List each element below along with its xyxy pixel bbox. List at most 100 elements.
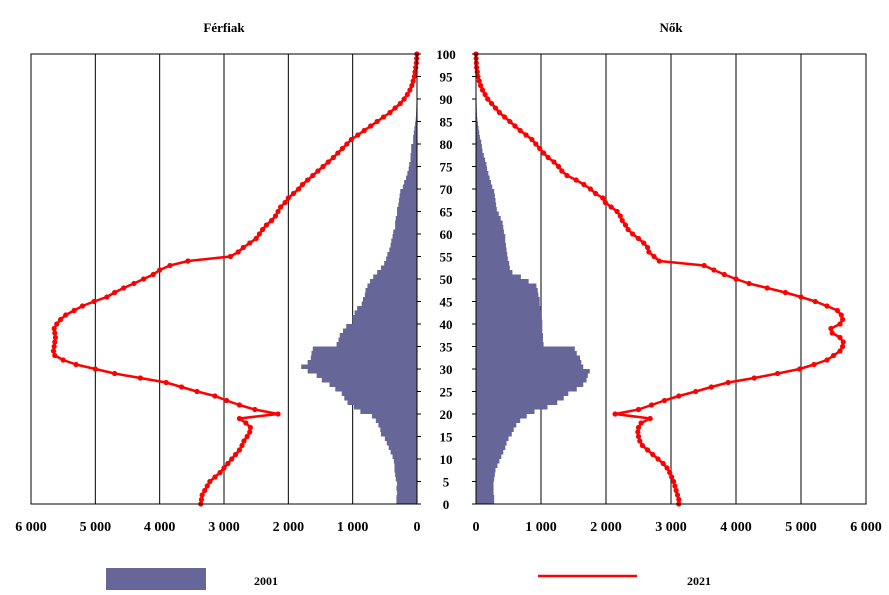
bar-male-age-41 [353, 315, 417, 320]
bar-female-age-0 [476, 500, 494, 505]
bar-male-age-58 [391, 239, 417, 244]
x-tick-label: 5 000 [80, 520, 112, 535]
age-tick-label: 70 [440, 182, 453, 197]
point-2021-female-age-49 [746, 281, 751, 286]
point-2021-male-age-97 [413, 65, 418, 70]
point-2021-female-age-13 [640, 443, 645, 448]
point-2021-male-age-19 [237, 416, 242, 421]
point-2021-male-age-22 [237, 402, 242, 407]
bar-male-age-51 [377, 270, 417, 275]
point-2021-female-age-17 [636, 425, 641, 430]
bar-female-age-34 [476, 347, 575, 352]
bar-female-age-75 [476, 162, 486, 167]
bar-male-age-50 [373, 275, 417, 280]
bar-female-age-60 [476, 230, 504, 235]
point-2021-female-age-30 [797, 366, 802, 371]
point-2021-female-age-19 [648, 416, 653, 421]
point-2021-female-age-72 [574, 177, 579, 182]
panel-title-women: Nők [659, 20, 683, 35]
point-2021-female-age-12 [645, 447, 650, 452]
bar-male-age-8 [394, 464, 417, 469]
age-tick-label: 15 [440, 430, 454, 445]
bar-female-age-18 [476, 419, 520, 424]
point-2021-female-age-54 [657, 258, 662, 263]
point-2021-male-age-9 [225, 461, 230, 466]
point-2021-male-age-92 [407, 87, 412, 92]
point-2021-male-age-64 [273, 213, 278, 218]
point-2021-male-age-2 [200, 492, 205, 497]
point-2021-female-age-10 [655, 456, 660, 461]
bar-female-age-12 [476, 446, 505, 451]
bar-male-age-40 [353, 320, 417, 325]
legend-swatch-2001 [106, 568, 206, 590]
point-2021-female-age-66 [609, 204, 614, 209]
point-2021-male-age-28 [138, 375, 143, 380]
bar-female-age-11 [476, 450, 503, 455]
point-2021-male-age-50 [141, 276, 146, 281]
point-2021-male-age-6 [212, 474, 217, 479]
legend-label-2001: 2001 [254, 574, 278, 588]
bar-female-age-31 [476, 360, 581, 365]
point-2021-female-age-89 [489, 101, 494, 106]
bar-male-age-7 [394, 468, 417, 473]
bar-female-age-35 [476, 342, 544, 347]
point-2021-female-age-18 [639, 420, 644, 425]
age-axis-labels: 0510152025303540455055606570758085909510… [417, 47, 476, 512]
point-2021-male-age-39 [52, 326, 57, 331]
point-2021-female-age-52 [711, 267, 716, 272]
point-2021-male-age-4 [205, 483, 210, 488]
bar-female-age-16 [476, 428, 514, 433]
bar-female-age-59 [476, 234, 505, 239]
point-2021-female-age-7 [667, 470, 672, 475]
bar-female-age-37 [476, 333, 543, 338]
bar-male-age-48 [367, 284, 417, 289]
age-tick-label: 90 [440, 92, 453, 107]
point-2021-female-age-82 [523, 132, 528, 137]
point-2021-female-age-11 [650, 452, 655, 457]
bar-female-age-78 [476, 149, 483, 154]
point-2021-female-age-24 [676, 393, 681, 398]
point-2021-male-age-37 [53, 335, 58, 340]
point-2021-male-age-45 [91, 299, 96, 304]
x-tick-label: 1 000 [337, 520, 369, 535]
point-2021-female-age-87 [497, 110, 502, 115]
point-2021-male-age-68 [286, 195, 291, 200]
bar-female-age-58 [476, 239, 505, 244]
bar-male-age-73 [407, 171, 417, 176]
point-2021-male-age-83 [362, 128, 367, 133]
point-2021-female-age-97 [474, 65, 479, 70]
bar-female-age-43 [476, 306, 540, 311]
bar-female-age-32 [476, 356, 580, 361]
point-2021-female-age-8 [665, 465, 670, 470]
bar-female-age-64 [476, 212, 499, 217]
age-tick-label: 85 [440, 115, 454, 130]
point-2021-female-age-44 [824, 303, 829, 308]
point-2021-male-age-79 [340, 146, 345, 151]
point-2021-female-age-70 [588, 186, 593, 191]
point-2021-female-age-84 [512, 123, 517, 128]
bar-female-age-72 [476, 176, 490, 181]
point-2021-female-age-92 [480, 87, 485, 92]
point-2021-female-age-80 [533, 141, 538, 146]
bar-male-age-53 [384, 261, 417, 266]
point-2021-female-age-78 [541, 150, 546, 155]
point-2021-male-age-24 [212, 393, 217, 398]
point-2021-male-age-12 [237, 447, 242, 452]
point-2021-female-age-36 [841, 339, 846, 344]
age-tick-label: 35 [440, 340, 454, 355]
point-2021-male-age-43 [72, 308, 77, 313]
point-2021-female-age-6 [669, 474, 674, 479]
point-2021-male-age-87 [387, 110, 392, 115]
point-2021-female-age-41 [840, 317, 845, 322]
point-2021-male-age-1 [199, 497, 204, 502]
point-2021-male-age-55 [228, 254, 233, 259]
age-tick-label: 30 [440, 362, 453, 377]
point-2021-female-age-25 [693, 389, 698, 394]
x-tick-label: 6 000 [15, 520, 47, 535]
point-2021-female-age-65 [614, 209, 619, 214]
left-line-2021 [51, 51, 420, 506]
bar-female-age-65 [476, 207, 497, 212]
point-2021-female-age-4 [672, 483, 677, 488]
point-2021-male-age-3 [202, 488, 207, 493]
bar-male-age-28 [317, 374, 417, 379]
